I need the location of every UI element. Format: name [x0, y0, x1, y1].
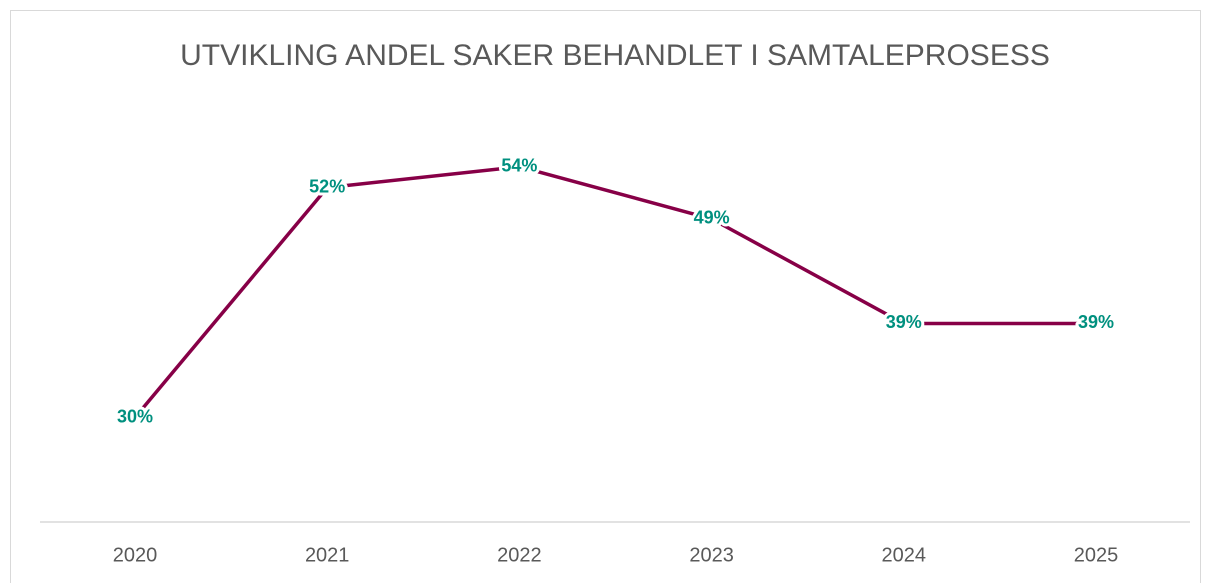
x-tick-label: 2025 [1074, 544, 1119, 566]
data-label: 52% [309, 176, 345, 196]
data-label: 39% [1078, 312, 1114, 332]
x-tick-label: 2021 [305, 544, 350, 566]
x-tick-label: 2020 [113, 544, 158, 566]
data-label: 54% [501, 155, 537, 175]
x-tick-label: 2023 [689, 544, 734, 566]
chart-border [10, 10, 1201, 583]
data-label: 39% [886, 312, 922, 332]
data-label: 30% [117, 406, 153, 426]
x-tick-label: 2024 [882, 544, 927, 566]
x-tick-label: 2022 [497, 544, 542, 566]
data-label: 49% [694, 208, 730, 228]
data-line [133, 164, 1096, 419]
chart-title: UTVIKLING ANDEL SAKER BEHANDLET I SAMTAL… [180, 39, 1050, 72]
